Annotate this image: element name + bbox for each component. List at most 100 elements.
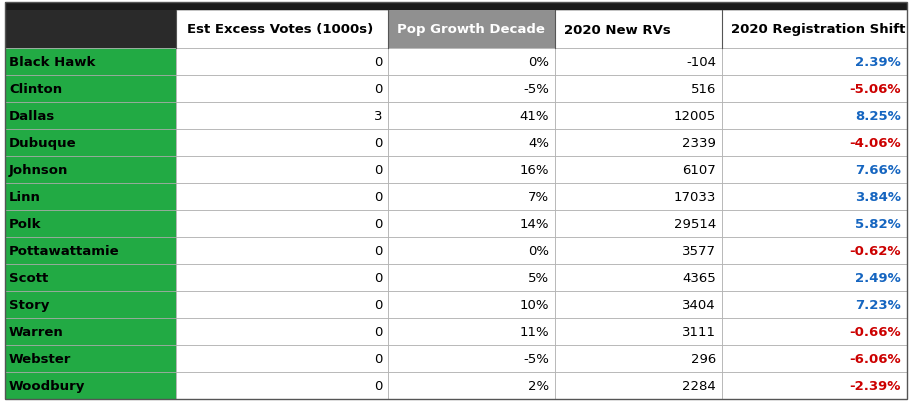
- Bar: [5, 211, 176, 237]
- Bar: [5, 264, 176, 291]
- Text: Pop Growth Decade: Pop Growth Decade: [396, 23, 544, 36]
- Text: Polk: Polk: [9, 217, 42, 231]
- Text: 0: 0: [374, 298, 382, 311]
- Text: 0%: 0%: [527, 56, 548, 69]
- Text: 3.84%: 3.84%: [855, 190, 900, 203]
- Bar: [5, 49, 176, 76]
- Text: 7.66%: 7.66%: [855, 164, 900, 176]
- Bar: [555, 49, 722, 76]
- Text: 17033: 17033: [673, 190, 715, 203]
- Bar: [722, 103, 906, 130]
- Bar: [5, 372, 176, 399]
- Bar: [388, 184, 555, 211]
- Bar: [5, 11, 906, 49]
- Bar: [176, 49, 388, 76]
- Bar: [388, 157, 555, 184]
- Text: Webster: Webster: [9, 352, 71, 365]
- Text: Linn: Linn: [9, 190, 41, 203]
- Bar: [722, 184, 906, 211]
- Text: 7.23%: 7.23%: [855, 298, 900, 311]
- Bar: [722, 291, 906, 318]
- Text: 0: 0: [374, 244, 382, 257]
- Text: 3: 3: [374, 110, 382, 123]
- Bar: [388, 49, 555, 76]
- Text: 2020 New RVs: 2020 New RVs: [563, 23, 670, 36]
- Text: 10%: 10%: [519, 298, 548, 311]
- Bar: [5, 103, 176, 130]
- Bar: [555, 291, 722, 318]
- Bar: [555, 372, 722, 399]
- Bar: [176, 130, 388, 157]
- Text: 11%: 11%: [519, 325, 548, 338]
- Text: 3111: 3111: [681, 325, 715, 338]
- Bar: [722, 49, 906, 76]
- Bar: [722, 76, 906, 103]
- Text: -0.66%: -0.66%: [848, 325, 900, 338]
- Text: -0.62%: -0.62%: [848, 244, 900, 257]
- Bar: [555, 184, 722, 211]
- Bar: [722, 318, 906, 345]
- Bar: [555, 157, 722, 184]
- Bar: [176, 372, 388, 399]
- Bar: [388, 237, 555, 264]
- Text: Clinton: Clinton: [9, 83, 62, 96]
- Text: Warren: Warren: [9, 325, 64, 338]
- Text: 3577: 3577: [681, 244, 715, 257]
- Bar: [5, 3, 906, 11]
- Text: 6107: 6107: [681, 164, 715, 176]
- Bar: [388, 372, 555, 399]
- Text: -4.06%: -4.06%: [848, 137, 900, 150]
- Bar: [5, 157, 176, 184]
- Text: 2339: 2339: [681, 137, 715, 150]
- Text: 2.49%: 2.49%: [855, 271, 900, 284]
- Bar: [388, 76, 555, 103]
- Bar: [722, 372, 906, 399]
- Bar: [722, 157, 906, 184]
- Bar: [555, 76, 722, 103]
- Text: 0%: 0%: [527, 244, 548, 257]
- Bar: [722, 264, 906, 291]
- Bar: [176, 76, 388, 103]
- Text: -2.39%: -2.39%: [849, 379, 900, 392]
- Bar: [176, 345, 388, 372]
- Bar: [722, 211, 906, 237]
- Text: 16%: 16%: [519, 164, 548, 176]
- Bar: [5, 291, 176, 318]
- Text: Scott: Scott: [9, 271, 48, 284]
- Text: 516: 516: [690, 83, 715, 96]
- Bar: [176, 211, 388, 237]
- Text: -5%: -5%: [523, 352, 548, 365]
- Text: 0: 0: [374, 83, 382, 96]
- Bar: [555, 345, 722, 372]
- Bar: [722, 237, 906, 264]
- Bar: [5, 130, 176, 157]
- Bar: [5, 345, 176, 372]
- Text: 0: 0: [374, 164, 382, 176]
- Bar: [5, 184, 176, 211]
- Text: 5.82%: 5.82%: [855, 217, 900, 231]
- Text: 2%: 2%: [527, 379, 548, 392]
- Bar: [5, 318, 176, 345]
- Text: 0: 0: [374, 217, 382, 231]
- Text: Pottawattamie: Pottawattamie: [9, 244, 119, 257]
- Bar: [5, 76, 176, 103]
- Bar: [176, 157, 388, 184]
- Bar: [555, 318, 722, 345]
- Text: 41%: 41%: [519, 110, 548, 123]
- Bar: [388, 211, 555, 237]
- Text: 29514: 29514: [673, 217, 715, 231]
- Text: Dallas: Dallas: [9, 110, 56, 123]
- Bar: [722, 130, 906, 157]
- Bar: [388, 103, 555, 130]
- Bar: [555, 211, 722, 237]
- Text: 0: 0: [374, 379, 382, 392]
- Bar: [555, 237, 722, 264]
- Text: 2284: 2284: [681, 379, 715, 392]
- Bar: [176, 184, 388, 211]
- Bar: [5, 11, 176, 49]
- Bar: [555, 103, 722, 130]
- Bar: [555, 130, 722, 157]
- Bar: [388, 345, 555, 372]
- Text: -6.06%: -6.06%: [848, 352, 900, 365]
- Text: 4365: 4365: [681, 271, 715, 284]
